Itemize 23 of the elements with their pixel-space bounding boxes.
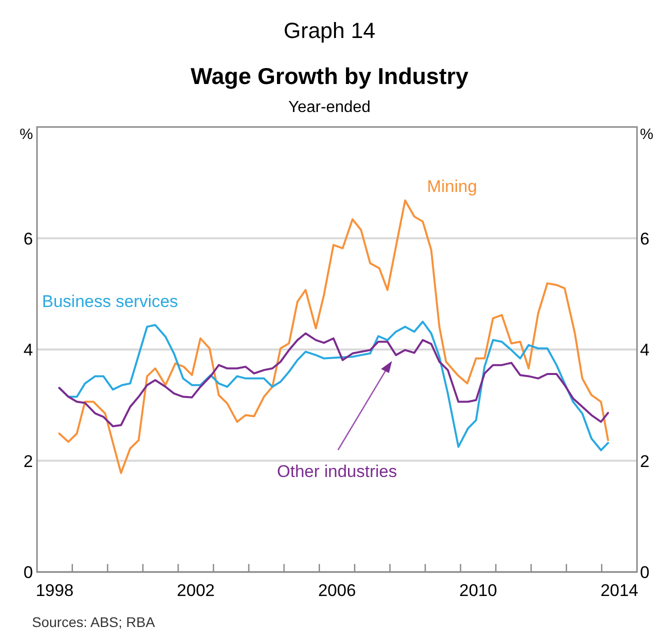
y2-tick-label: 6 [640, 229, 650, 248]
caption: Graph 14 [284, 18, 376, 43]
x-tick-label: 2002 [176, 581, 215, 600]
source-note: Sources: ABS; RBA [32, 614, 156, 630]
y-tick-label: 6 [24, 229, 33, 248]
series-label: Mining [426, 177, 478, 196]
x-tick-label: 2006 [318, 581, 356, 600]
y-tick-label: 4 [24, 340, 33, 360]
y2-axis-title: % [640, 126, 654, 143]
x-tick-label: 2010 [459, 581, 498, 600]
chart-subtitle: Year-ended [288, 99, 371, 116]
text: Other industries [277, 462, 397, 481]
y2-tick-label: 4 [640, 340, 650, 360]
y-tick-label: 0 [24, 563, 33, 582]
chart-title: Wage Growth by Industry [190, 63, 469, 89]
y2-tick-label: 2 [640, 452, 650, 471]
line-series [58, 332, 610, 428]
x-tick-label: 1998 [36, 581, 74, 600]
y-axis-title: % [20, 126, 33, 143]
series-label: Business services [42, 292, 178, 311]
x-tick-label: 2014 [600, 581, 638, 600]
y2-tick-label: 0 [640, 563, 650, 582]
y-tick-label: 2 [24, 452, 33, 471]
